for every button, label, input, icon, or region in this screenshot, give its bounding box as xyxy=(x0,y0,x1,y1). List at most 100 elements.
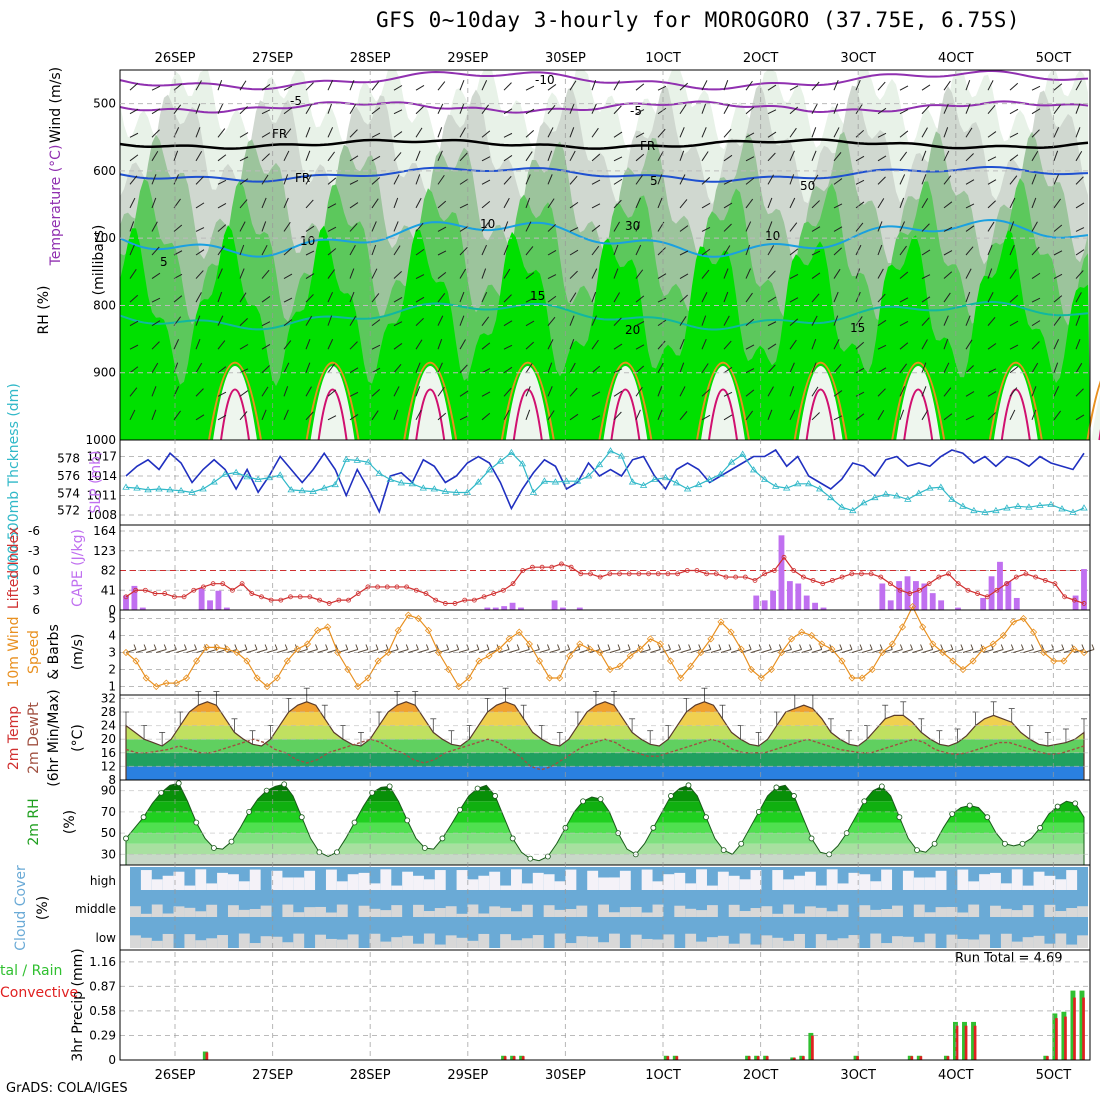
wind-barb xyxy=(591,415,601,421)
wind-barb xyxy=(305,338,311,350)
surface-wind-barb xyxy=(186,649,197,653)
wind-barb xyxy=(349,223,358,232)
wind-barb xyxy=(877,155,887,162)
wind-barb xyxy=(811,315,818,326)
cape-bar xyxy=(207,600,213,610)
thickness-marker xyxy=(882,490,890,497)
wind-barb xyxy=(327,339,334,350)
surface-wind-barb xyxy=(327,649,338,653)
wind-tick-label: 1 xyxy=(108,680,116,694)
lifted-index-marker xyxy=(1081,601,1087,606)
wind-barb xyxy=(723,291,729,303)
rh-band xyxy=(126,833,1084,844)
lifted-index-marker xyxy=(520,568,526,573)
wind-barb xyxy=(833,226,843,232)
cloud-cell xyxy=(641,869,653,890)
wind-barb xyxy=(327,363,336,374)
cloud-cell xyxy=(913,904,925,917)
cloud-cell xyxy=(456,870,468,890)
wind-barb xyxy=(327,415,337,421)
wind-barb xyxy=(943,413,953,421)
wind-barb xyxy=(635,109,645,115)
lifted-index-marker xyxy=(288,594,293,600)
cloud-cell xyxy=(837,938,849,948)
bottom-date-label: 30SEP xyxy=(545,1068,586,1083)
wind-barb xyxy=(327,177,337,185)
wind-speed-marker xyxy=(556,674,564,682)
wind-barb xyxy=(613,199,622,209)
cloud-cell xyxy=(325,869,337,890)
wind-barb xyxy=(569,413,579,421)
thickness-marker xyxy=(683,485,692,492)
wind-barb xyxy=(591,153,601,162)
wind-barb xyxy=(1031,85,1041,91)
wind-barb xyxy=(1009,320,1019,327)
wind-barb xyxy=(503,175,512,185)
cloud-cell xyxy=(750,944,762,948)
rh-marker xyxy=(597,796,604,803)
cape-bar xyxy=(131,585,138,610)
surface-wind-barb xyxy=(962,649,974,653)
wind-barb xyxy=(459,415,469,421)
wind-barb xyxy=(371,155,381,162)
surface-wind-barb xyxy=(1091,644,1095,650)
rh-line xyxy=(125,782,1085,865)
wind-barb xyxy=(349,129,358,138)
cloud-cell xyxy=(500,934,512,948)
wind-speed-marker xyxy=(646,635,654,643)
wind-barb xyxy=(613,156,623,162)
wind-barb xyxy=(415,248,425,256)
wind-speed-marker xyxy=(162,679,170,687)
wind-barb xyxy=(217,154,227,162)
cloud-cell xyxy=(1022,885,1034,890)
rh-marker xyxy=(474,785,481,792)
cloud-cell xyxy=(315,934,326,948)
surface-wind-barb xyxy=(315,644,318,650)
temp-tick-label: 24 xyxy=(101,719,116,733)
isotherm-20 xyxy=(696,361,750,441)
wind-barb xyxy=(1053,316,1061,326)
wind-barb xyxy=(789,362,795,373)
thickness-marker xyxy=(408,480,417,487)
wind-barb xyxy=(855,316,863,326)
wind-barb xyxy=(481,391,491,397)
cloud-cell xyxy=(1033,935,1045,948)
cloud-cell xyxy=(478,913,490,917)
wind-barb xyxy=(547,84,557,91)
precip-total-bar xyxy=(808,1032,814,1060)
cloud-cell xyxy=(1044,943,1056,948)
wind-barb xyxy=(877,367,887,374)
lifted-index-marker xyxy=(559,561,564,567)
cloud-cell xyxy=(794,913,805,917)
cloud-cell xyxy=(598,942,609,948)
wind-barb xyxy=(503,409,510,421)
wind-barb xyxy=(789,197,796,209)
wind-barb xyxy=(283,409,289,421)
wind-barb xyxy=(591,179,601,185)
wind-barb xyxy=(833,127,840,138)
wind-barb xyxy=(921,127,928,138)
cloud-cell xyxy=(652,881,664,890)
cloud-cell xyxy=(968,904,980,917)
thickness-marker xyxy=(331,480,339,488)
wind-barb xyxy=(239,244,245,256)
cloud-cell xyxy=(293,877,305,890)
wind-barb xyxy=(393,152,402,162)
wind-barb xyxy=(833,415,843,421)
wind-barb xyxy=(635,244,642,256)
lifted-index-marker xyxy=(1062,594,1068,600)
wind-barb xyxy=(965,225,975,232)
wind-barb xyxy=(239,178,249,185)
temp-tick-label: 8 xyxy=(108,773,116,787)
precip-convective-bar xyxy=(666,1056,670,1060)
cloud-cell xyxy=(946,934,958,948)
cloud-cell xyxy=(402,871,414,890)
cloud-cell xyxy=(206,938,218,948)
thickness-marker xyxy=(210,478,218,485)
cloud-cell xyxy=(369,908,381,917)
wind-barb xyxy=(789,318,799,327)
wind-barb xyxy=(459,203,469,209)
surface-wind-barb xyxy=(970,644,974,650)
cloud-cell xyxy=(990,905,1001,917)
cape-tick-label: 41 xyxy=(101,583,116,597)
